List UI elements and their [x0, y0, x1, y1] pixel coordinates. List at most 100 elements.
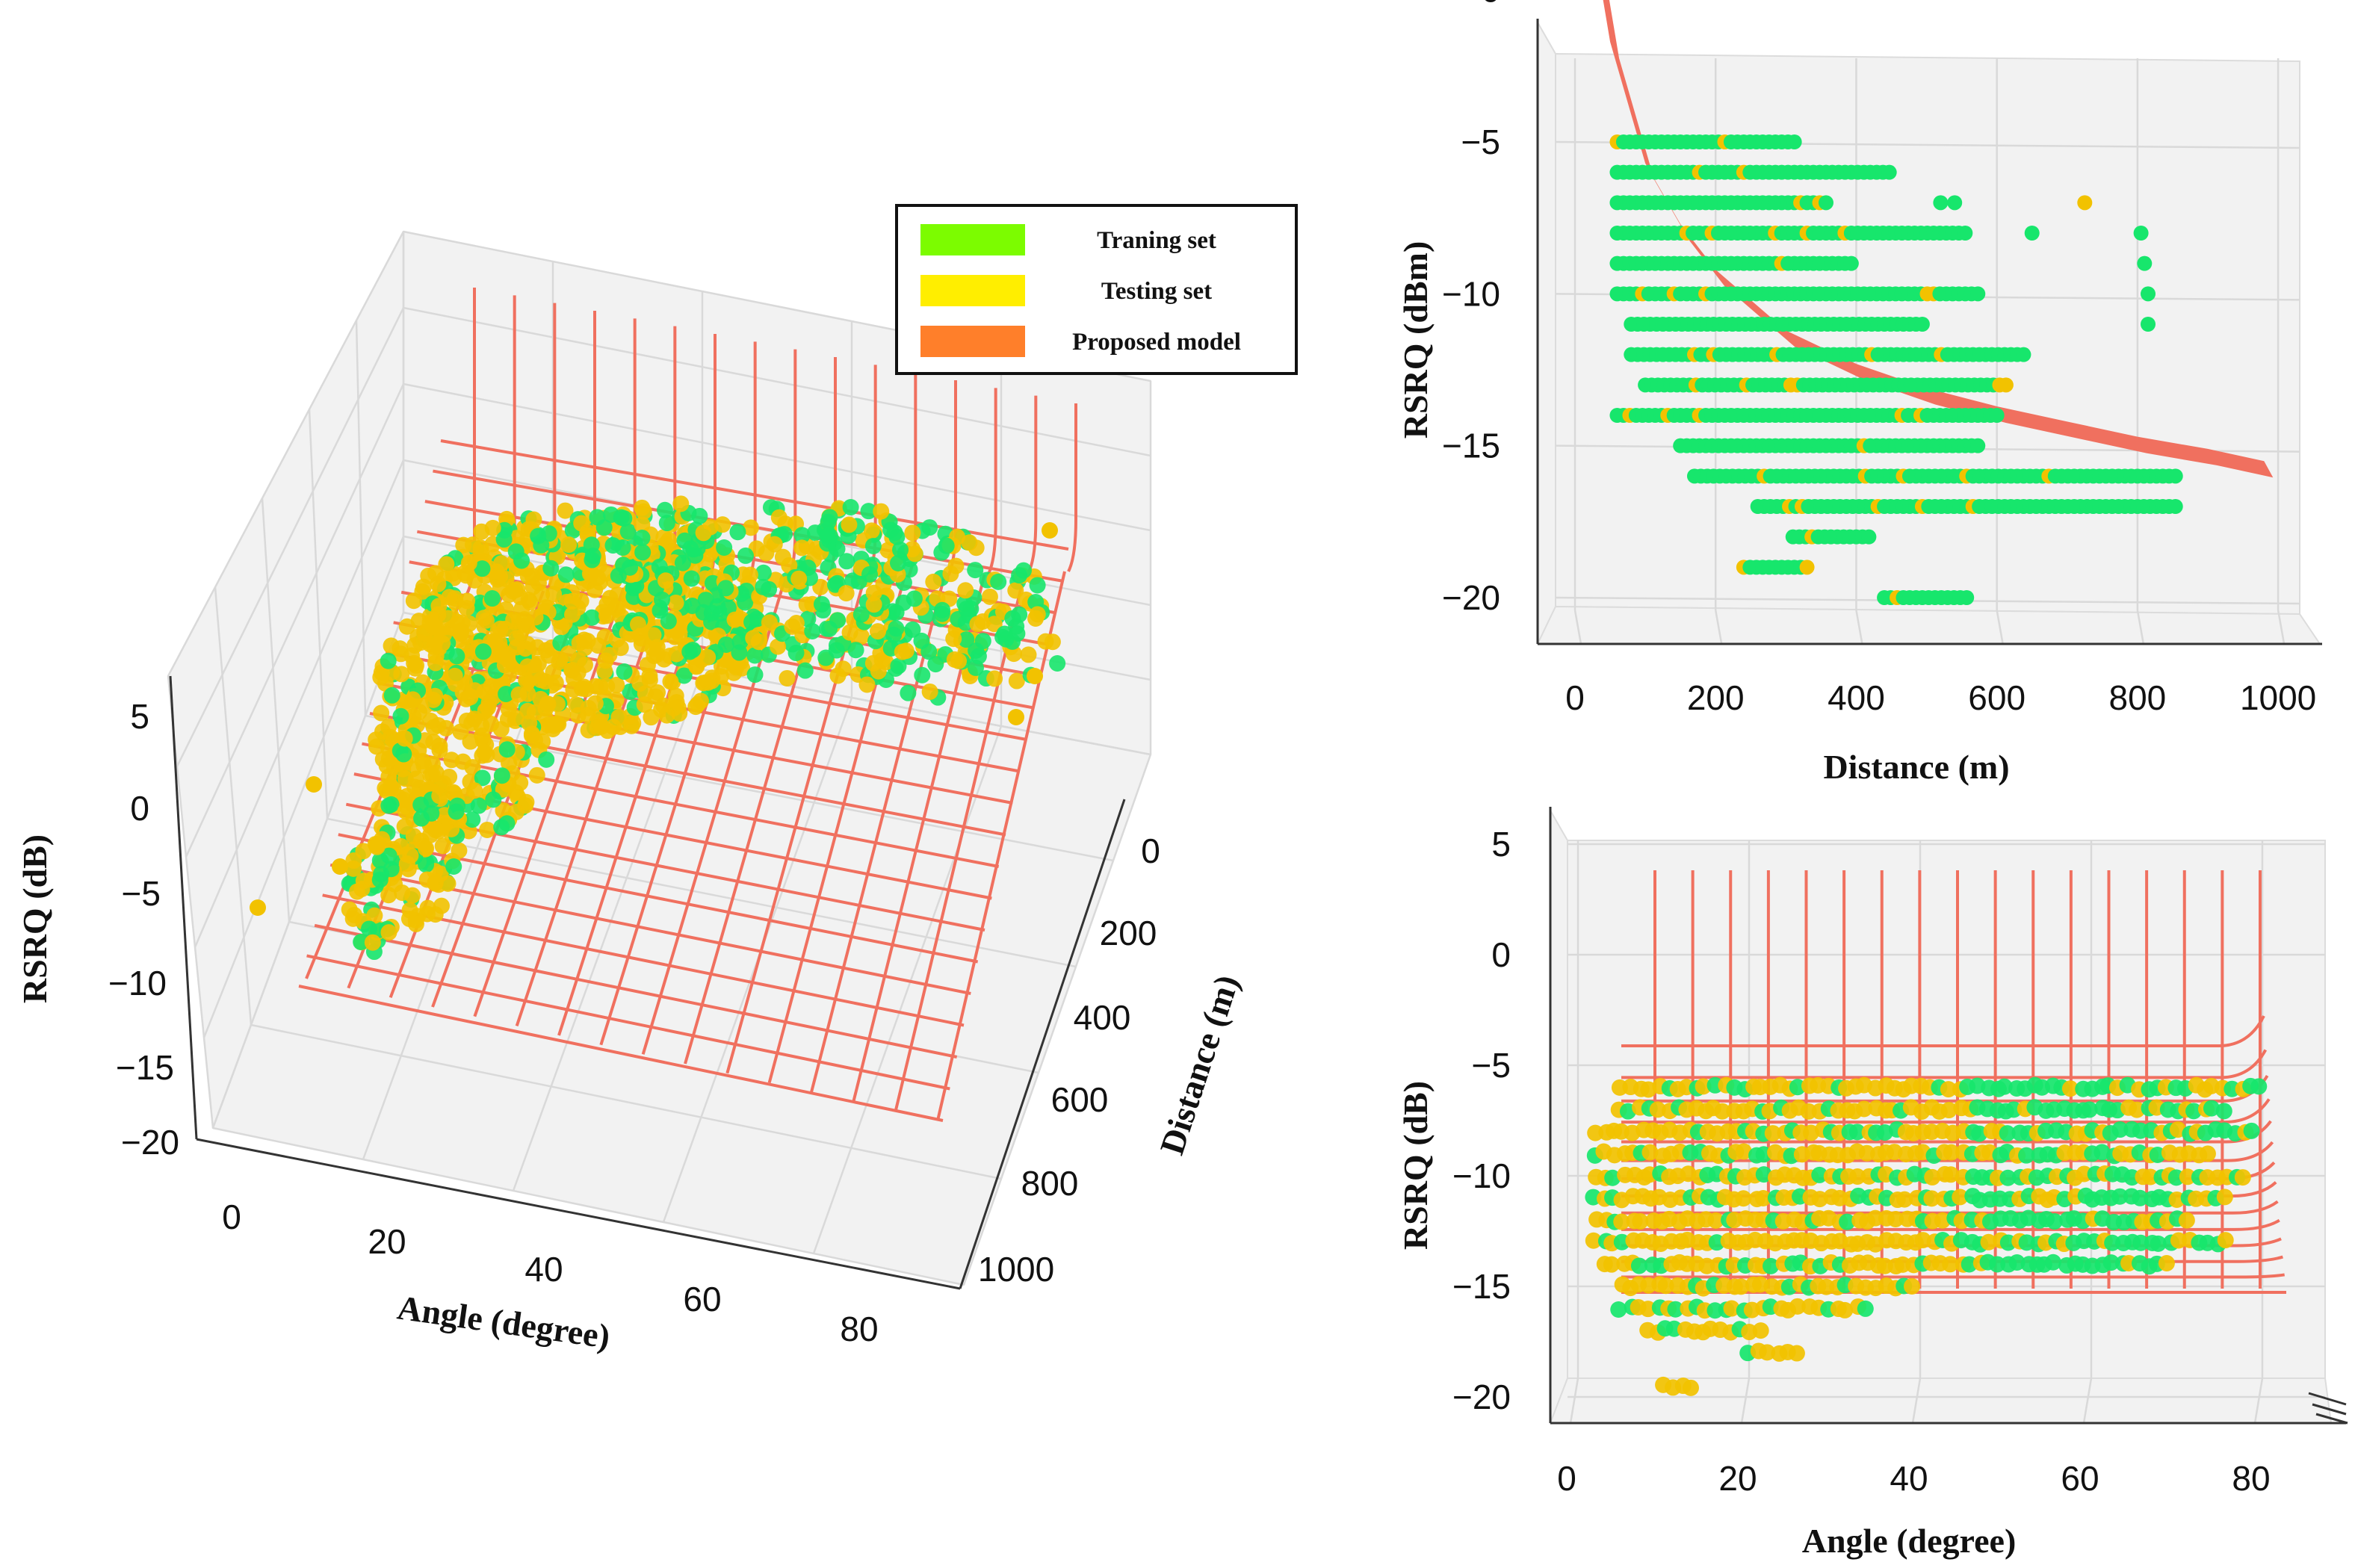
point-3d	[662, 673, 679, 690]
point-3	[1996, 1078, 2013, 1095]
point-3d	[403, 887, 421, 904]
point-3	[1735, 1143, 1752, 1160]
ticks-2: 0200400600800100050−5−10−15−20	[1442, 0, 2316, 717]
point-3	[2111, 1188, 2129, 1205]
point-3d	[474, 769, 491, 787]
y-tick-3: 5	[1491, 825, 1511, 864]
point-3d	[478, 746, 495, 763]
point-3d	[658, 707, 675, 724]
model-sheet-v	[894, 572, 1027, 1112]
point-3d	[821, 620, 838, 637]
x-tick-2: 1000	[2240, 678, 2316, 717]
point-3	[1708, 1234, 1725, 1251]
point-3d	[431, 737, 448, 754]
point-3d	[448, 803, 465, 820]
point-3d	[401, 902, 418, 919]
point-3d	[526, 731, 543, 749]
point-3	[1630, 1257, 1647, 1274]
point-3d	[819, 527, 836, 544]
point-3d	[527, 609, 544, 626]
point-3d	[518, 793, 535, 811]
plot-angle-rsrq: 0 20 40 60 80 5 0 −5 −10 −15 −20 Angle (degree) RS…	[1396, 807, 2348, 1560]
point-3d	[368, 838, 386, 855]
point-3d	[1029, 577, 1046, 594]
legend-label-testing: Testing set	[1101, 278, 1212, 305]
point-3	[1836, 1301, 1854, 1318]
x-tick-3d: 0	[222, 1197, 241, 1236]
point-3	[1585, 1232, 1602, 1249]
point-3d	[779, 669, 796, 687]
point-3d	[1029, 606, 1046, 623]
point-3d	[498, 815, 516, 832]
point-3	[2170, 1232, 2187, 1249]
model-hline-3	[1621, 1200, 2279, 1215]
y-tick-3: −20	[1452, 1378, 1511, 1416]
point-3d	[969, 616, 986, 633]
y-tick-3: −10	[1452, 1156, 1511, 1195]
point-2	[1970, 286, 1986, 302]
x-axis-3d	[196, 1138, 961, 1290]
x-tick-2: 400	[1828, 678, 1885, 717]
point-3d	[430, 575, 447, 592]
point-3	[1610, 1301, 1627, 1318]
point-3d	[793, 527, 811, 544]
point-3d	[448, 648, 465, 665]
point-3d	[332, 858, 348, 875]
point-3d	[683, 570, 700, 587]
scatter-3d	[250, 495, 1066, 961]
y-tick-2: −15	[1442, 427, 1500, 465]
point-3	[1725, 1256, 1742, 1274]
point-3d	[668, 694, 685, 711]
point-3	[2129, 1101, 2146, 1118]
point-3d	[564, 606, 581, 623]
point-3d	[557, 502, 574, 519]
grid-left-h	[185, 383, 405, 858]
point-3d	[863, 522, 880, 539]
point-3d	[438, 556, 455, 573]
point-3	[2132, 1189, 2149, 1206]
point-3d	[451, 842, 468, 859]
point-3d	[404, 691, 421, 708]
point-3d	[861, 565, 878, 583]
point-3d	[1027, 668, 1043, 684]
point-3d	[524, 567, 541, 584]
point-3d	[674, 554, 691, 571]
model-sheet-h	[314, 923, 958, 1059]
grid-left-h	[167, 231, 405, 677]
point-3d	[579, 706, 596, 723]
grid-left-h	[176, 307, 405, 767]
point-3	[1789, 1298, 1806, 1315]
point-3d	[539, 695, 557, 713]
model-sheet-v	[936, 571, 1066, 1121]
point-3	[2076, 1165, 2093, 1183]
point-3	[1603, 1256, 1620, 1273]
scatter-3	[1585, 1076, 2268, 1396]
point-3	[2061, 1080, 2079, 1097]
y-tick-3d: 200	[1100, 914, 1157, 952]
point-3d	[460, 554, 477, 571]
point-3d	[958, 631, 975, 648]
point-2	[2016, 347, 2031, 362]
grid-floor-a	[512, 669, 704, 1192]
model-hline-3	[1621, 1098, 2271, 1124]
point-3d	[576, 656, 593, 673]
point-3d	[904, 541, 921, 558]
grid-floor-2	[1996, 610, 2004, 645]
point-3	[1613, 1213, 1630, 1230]
point-3d	[513, 552, 530, 569]
xlabel-3: Angle (degree)	[1802, 1522, 2017, 1560]
point-3d	[651, 558, 668, 575]
z-axis-3d	[169, 675, 198, 1140]
point-3d	[397, 802, 414, 819]
point-3d	[427, 647, 445, 664]
point-2	[2077, 195, 2093, 211]
point-3	[1980, 1233, 1997, 1251]
point-3d	[968, 642, 985, 659]
grid-floor-b	[212, 1127, 965, 1286]
point-3d	[510, 686, 527, 703]
point-3d	[394, 760, 412, 778]
point-3d	[799, 560, 817, 577]
legend-label-training: Traning set	[1097, 227, 1216, 254]
point-3d	[890, 657, 907, 675]
point-3	[2111, 1121, 2129, 1138]
